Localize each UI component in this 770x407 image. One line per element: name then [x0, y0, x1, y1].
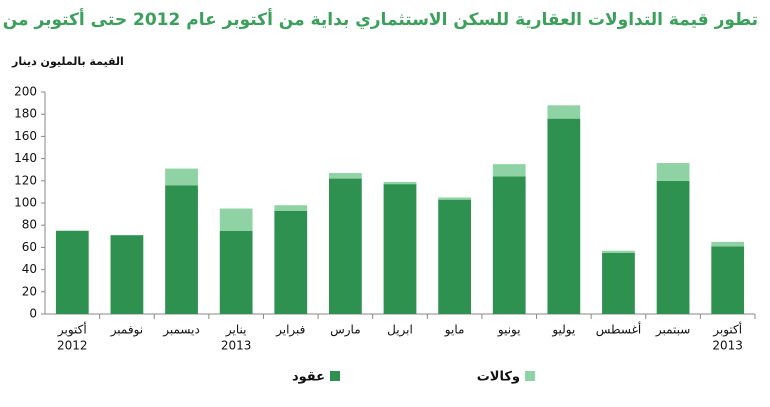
- bar-segment: [547, 118, 581, 314]
- y-tick-label: 200: [14, 85, 37, 99]
- y-tick-label: 160: [14, 129, 37, 143]
- x-tick-label: أغسطس: [596, 322, 641, 338]
- bar-segment: [602, 252, 635, 314]
- bar-segment: [219, 208, 253, 231]
- y-tick-label: 80: [22, 218, 37, 232]
- x-tick-label: 2013: [712, 339, 743, 353]
- x-tick-label: ديسمبر: [162, 323, 200, 338]
- legend-swatch: [330, 371, 340, 381]
- y-axis-label: القيمة بالمليون دينار: [11, 55, 124, 68]
- bar-segment: [547, 105, 581, 119]
- bar-segment: [602, 250, 635, 253]
- legend-swatch: [525, 371, 535, 381]
- bar-segment: [383, 184, 417, 314]
- legend-label: وكالات: [477, 370, 520, 385]
- bar-segment: [656, 163, 690, 181]
- y-tick-label: 100: [14, 196, 37, 210]
- bar-segment: [711, 241, 745, 247]
- y-tick-label: 0: [29, 307, 37, 321]
- x-tick-label: يونيو: [497, 323, 521, 338]
- bar-segment: [55, 230, 89, 314]
- x-tick-label: نوفمبر: [110, 323, 143, 338]
- x-tick-label: مايو: [444, 323, 465, 338]
- x-tick-label: مارس: [330, 323, 361, 338]
- y-tick-label: 60: [22, 240, 37, 254]
- y-tick-label: 180: [14, 107, 37, 121]
- x-tick-label: أكتوبر: [712, 322, 742, 338]
- x-tick-label: يناير: [225, 323, 247, 338]
- bar-segment: [219, 230, 253, 314]
- x-tick-label: فبراير: [275, 323, 305, 338]
- legend-label: عقود: [292, 370, 325, 385]
- x-tick-label: 2013: [221, 339, 252, 353]
- x-tick-label: ابريل: [387, 323, 413, 338]
- bar-segment: [165, 168, 198, 186]
- bar-segment: [438, 197, 471, 200]
- x-tick-label: سبتمبر: [655, 323, 690, 338]
- x-tick-label: أكتوبر: [57, 322, 87, 338]
- bar-segment: [492, 176, 526, 314]
- bar-segment: [438, 199, 471, 314]
- bar-segment: [329, 178, 362, 314]
- bar-segment: [711, 246, 745, 314]
- bar-segment: [165, 185, 198, 314]
- y-tick-label: 140: [14, 151, 37, 165]
- x-tick-label: 2012: [57, 339, 88, 353]
- y-tick-label: 120: [14, 173, 37, 187]
- bar-segment: [656, 180, 690, 314]
- bar-segment: [383, 181, 417, 185]
- bar-segment: [274, 210, 308, 314]
- y-tick-label: 40: [22, 262, 37, 276]
- bar-segment: [329, 173, 362, 179]
- bar-segment: [274, 205, 308, 211]
- bar-segment: [110, 235, 144, 314]
- bar-segment: [492, 164, 526, 177]
- x-tick-label: يوليو: [551, 323, 575, 338]
- y-tick-label: 20: [22, 284, 37, 298]
- chart-title: تطور قيمة التداولات العقارية للسكن الاست…: [0, 8, 758, 30]
